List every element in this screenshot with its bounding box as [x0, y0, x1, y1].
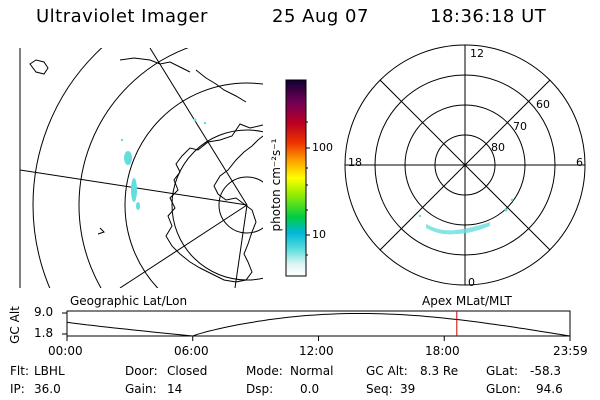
- coastline: [29, 57, 263, 283]
- status-dsp-value: 0.0: [300, 382, 320, 396]
- status-ip-value: 36.0: [34, 382, 61, 396]
- status-gain-key: Gain:: [125, 382, 157, 396]
- colorbar-tick-100: 100: [312, 141, 333, 154]
- altitude-min-label: 1.8: [34, 326, 54, 340]
- status-door-value: Closed: [167, 364, 208, 378]
- polar-grid: [344, 44, 586, 286]
- altitude-strip-xticks: [66, 336, 571, 341]
- colorbar-unit-label: photon cm⁻²s⁻¹: [269, 138, 283, 232]
- colorbar: [285, 79, 307, 277]
- status-glat-value: -58.3: [530, 364, 562, 378]
- status-flt-key: Flt:: [10, 364, 29, 378]
- aurora-polar: [418, 198, 514, 235]
- mlt-label-6: 6: [576, 156, 583, 169]
- colorbar-ticks: [306, 121, 310, 256]
- status-seq-key: Seq:: [366, 382, 393, 396]
- lat-label-60: 60: [536, 98, 550, 111]
- status-ip-key: IP:: [10, 382, 25, 396]
- time-tick-0600: 06:00: [174, 344, 209, 358]
- status-seq-value: 39: [400, 382, 416, 396]
- date-label: 25 Aug 07: [272, 6, 369, 27]
- time-tick-0000: 00:00: [48, 344, 83, 358]
- mlt-label-12: 12: [470, 47, 484, 60]
- time-tick-1200: 12:00: [299, 344, 334, 358]
- mlt-label-18: 18: [348, 156, 362, 169]
- instrument-title: Ultraviolet Imager: [36, 6, 208, 27]
- apex-panel-label: Apex MLat/MLT: [422, 294, 512, 308]
- status-flt-value: LBHL: [34, 364, 65, 378]
- status-glon-value: 94.6: [536, 382, 563, 396]
- status-gain-value: 14: [167, 382, 183, 396]
- altitude-max-label: 9.0: [34, 305, 54, 319]
- geographic-panel-label: Geographic Lat/Lon: [70, 294, 188, 308]
- lat-label-80: 80: [491, 141, 505, 154]
- status-gcalt-value: 8.3 Re: [420, 364, 459, 378]
- status-glon-key: GLon:: [486, 382, 521, 396]
- altitude-axis-label: GC Alt: [8, 306, 22, 344]
- time-tick-1800: 18:00: [425, 344, 460, 358]
- mlt-label-0: 0: [468, 276, 475, 289]
- status-dsp-key: Dsp:: [246, 382, 274, 396]
- altitude-strip-yticks: [62, 312, 67, 335]
- map-grid: [20, 48, 263, 288]
- status-mode-value: Normal: [290, 364, 334, 378]
- lat-label-70: 70: [513, 120, 527, 133]
- time-tick-2359: 23:59: [553, 344, 588, 358]
- aurora-geo: [120, 118, 207, 210]
- status-door-key: Door:: [125, 364, 158, 378]
- time-label: 18:36:18 UT: [430, 6, 547, 27]
- status-mode-key: Mode:: [246, 364, 283, 378]
- status-gcalt-key: GC Alt:: [366, 364, 408, 378]
- status-glat-key: GLat:: [486, 364, 519, 378]
- altitude-curve: [66, 313, 571, 337]
- colorbar-tick-10: 10: [312, 228, 326, 241]
